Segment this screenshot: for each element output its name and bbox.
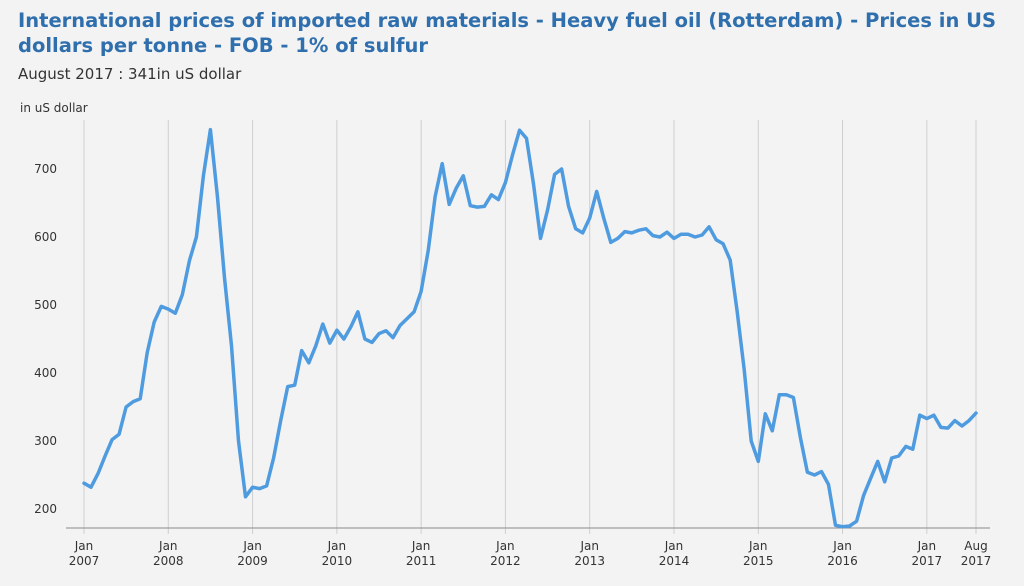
y-tick-label: 700	[34, 162, 57, 176]
x-tick-label: Jan 2017	[912, 539, 943, 568]
series-layer	[82, 127, 978, 529]
x-tick-month: Jan	[748, 539, 768, 553]
y-tick-label: 300	[34, 434, 57, 448]
y-tick-label: 500	[34, 298, 57, 312]
x-tick-year: 2013	[574, 554, 605, 568]
x-tick-month: Jan	[411, 539, 431, 553]
y-axis-unit-label: in uS dollar	[20, 101, 88, 115]
x-tick-label: Jan 2009	[237, 539, 268, 568]
y-axis-ticks: 200 300 400 500 600 700	[34, 162, 57, 516]
x-tick-label: Jan 2010	[322, 539, 353, 568]
x-tick-year: 2012	[490, 554, 521, 568]
x-tick-label: Jan 2015	[743, 539, 774, 568]
x-tick-month: Jan	[917, 539, 937, 553]
y-tick-label: 400	[34, 366, 57, 380]
x-tick-year: 2009	[237, 554, 268, 568]
x-tick-label: Jan 2016	[827, 539, 858, 568]
x-tick-year: 2008	[153, 554, 184, 568]
series-line	[82, 127, 978, 529]
x-tick-month: Jan	[832, 539, 852, 553]
grid-lines	[83, 120, 977, 534]
x-tick-label: Jan 2013	[574, 539, 605, 568]
x-tick-month: Jan	[158, 539, 178, 553]
x-tick-label: Jan 2012	[490, 539, 521, 568]
x-tick-label: Jan 2008	[153, 539, 184, 568]
x-tick-year: 2017	[912, 554, 943, 568]
x-tick-label: Aug 2017	[961, 539, 992, 568]
chart-title: International prices of imported raw mat…	[18, 9, 997, 57]
y-tick-label: 600	[34, 230, 57, 244]
x-tick-label: Jan 2011	[406, 539, 437, 568]
x-tick-label: Jan 2007	[69, 539, 100, 568]
x-tick-year: 2016	[827, 554, 858, 568]
x-tick-month: Jan	[327, 539, 347, 553]
x-tick-year: 2011	[406, 554, 437, 568]
x-tick-month: Jan	[664, 539, 684, 553]
x-tick-month: Aug	[964, 539, 987, 553]
x-tick-year: 2015	[743, 554, 774, 568]
x-tick-month: Jan	[74, 539, 94, 553]
y-tick-label: 200	[34, 502, 57, 516]
x-tick-month: Jan	[495, 539, 515, 553]
x-tick-year: 2007	[69, 554, 100, 568]
x-tick-month: Jan	[579, 539, 599, 553]
x-tick-label: Jan 2014	[659, 539, 690, 568]
x-tick-year: 2017	[961, 554, 992, 568]
chart-subtitle: August 2017 : 341in uS dollar	[18, 65, 242, 83]
x-tick-year: 2014	[659, 554, 690, 568]
x-tick-year: 2010	[322, 554, 353, 568]
x-tick-month: Jan	[242, 539, 262, 553]
